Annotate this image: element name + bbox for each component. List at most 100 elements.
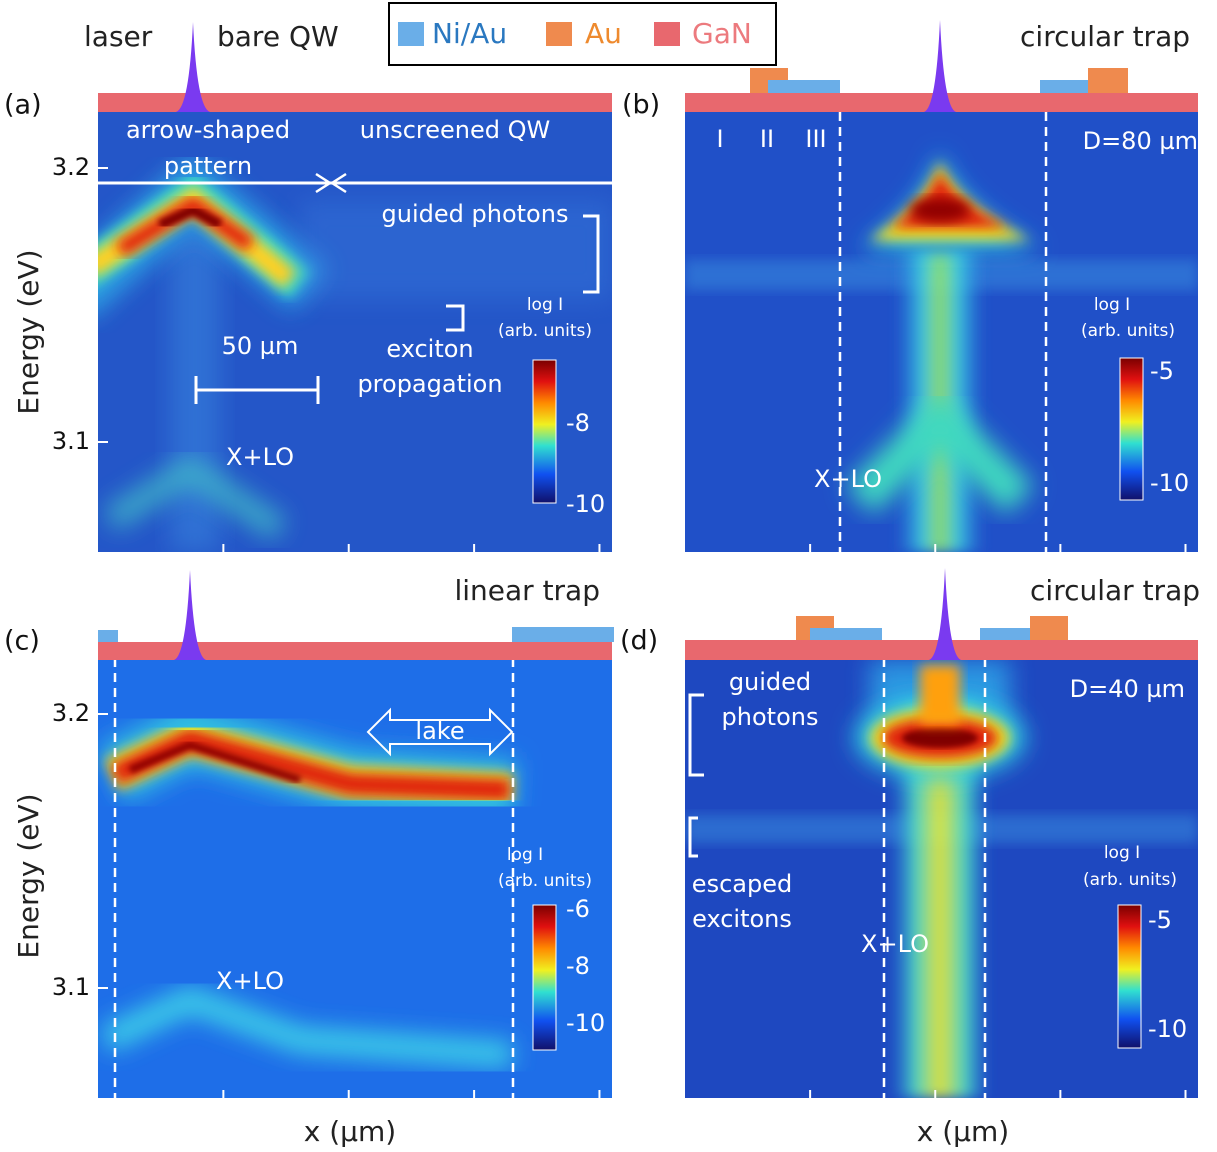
annotation: escaped bbox=[692, 870, 792, 898]
colorbar-tick: -5 bbox=[1148, 906, 1172, 934]
x-axis-label: x (µm) bbox=[917, 1115, 1009, 1148]
colorbar bbox=[532, 359, 557, 504]
colorbar-subtitle: (arb. units) bbox=[1081, 321, 1175, 341]
colorbar bbox=[1117, 904, 1142, 1049]
layer bbox=[512, 627, 614, 642]
spectrum-image bbox=[685, 112, 1198, 552]
layer bbox=[1030, 616, 1068, 640]
legend-label: Ni/Au bbox=[432, 17, 507, 50]
shape bbox=[128, 740, 302, 784]
colorbar bbox=[532, 904, 557, 1051]
shape bbox=[583, 214, 600, 294]
legend-label: Au bbox=[585, 17, 622, 50]
top-label: linear trap bbox=[454, 574, 600, 607]
annotation: guided bbox=[729, 668, 811, 696]
panel-label: (c) bbox=[4, 626, 40, 657]
colorbar-tick: -10 bbox=[566, 490, 605, 518]
colorbar-title: log I bbox=[1104, 843, 1140, 863]
y-tick-label: 3.1 bbox=[52, 427, 90, 455]
top-label: bare QW bbox=[217, 20, 339, 53]
laser-pulse bbox=[929, 568, 961, 660]
annotation: II bbox=[760, 125, 774, 153]
annotation: excitons bbox=[692, 905, 792, 933]
colorbar-tick: -10 bbox=[1148, 1015, 1187, 1043]
colorbar-subtitle: (arb. units) bbox=[498, 871, 592, 891]
laser-pulse bbox=[176, 22, 210, 112]
panel-label: (d) bbox=[620, 626, 658, 657]
annotation: D=40 µm bbox=[1070, 675, 1185, 703]
shape bbox=[688, 816, 698, 858]
annotation: exciton bbox=[386, 335, 473, 363]
shape bbox=[902, 728, 978, 748]
gan-layer bbox=[98, 642, 612, 660]
shape bbox=[103, 454, 288, 541]
panel-c: linear trap (c) lake X+LO log I (arb. un… bbox=[4, 570, 614, 1148]
layer bbox=[98, 630, 118, 642]
panel-a: laser bare QW (a) arrow-shaped pattern u… bbox=[4, 20, 612, 552]
legend-swatch bbox=[546, 22, 572, 46]
y-tick-label: 3.2 bbox=[52, 699, 90, 727]
panel-d: circular trap (d) guided photons escaped… bbox=[620, 568, 1200, 1148]
colorbar-tick: -5 bbox=[1150, 357, 1174, 385]
spectrum-image bbox=[685, 658, 1198, 1098]
colorbar-tick: -8 bbox=[566, 409, 590, 437]
annotation: unscreened QW bbox=[360, 116, 550, 144]
annotation: I bbox=[716, 125, 723, 153]
panel-b: circular trap (b) I II III D=80 µm X+LO … bbox=[622, 20, 1198, 552]
shape bbox=[845, 391, 1035, 515]
legend-swatch bbox=[654, 22, 680, 46]
gan-layer bbox=[98, 93, 612, 112]
colorbar-subtitle: (arb. units) bbox=[498, 321, 592, 341]
shape bbox=[366, 707, 514, 757]
layer bbox=[768, 80, 840, 93]
colorbar-title: log I bbox=[527, 295, 563, 315]
spectrum-image bbox=[98, 112, 612, 552]
y-tick-label: 3.2 bbox=[52, 153, 90, 181]
panel-label: (b) bbox=[622, 90, 660, 121]
annotation: X+LO bbox=[861, 930, 929, 958]
scale-label: 50 µm bbox=[222, 332, 299, 360]
y-axis-label: Energy (eV) bbox=[12, 793, 45, 958]
colorbar-tick: -6 bbox=[566, 895, 590, 923]
annotation: propagation bbox=[357, 370, 502, 398]
x-axis-label: x (µm) bbox=[304, 1115, 396, 1148]
colorbar-subtitle: (arb. units) bbox=[1083, 870, 1177, 890]
annotation: III bbox=[805, 125, 826, 153]
colorbar-tick: -10 bbox=[1150, 469, 1189, 497]
shape bbox=[315, 172, 347, 194]
top-label: laser bbox=[84, 20, 153, 53]
laser-pulse bbox=[924, 20, 956, 112]
shape bbox=[157, 204, 223, 230]
annotation: guided photons bbox=[382, 200, 569, 228]
annotation: arrow-shaped bbox=[126, 116, 290, 144]
shape bbox=[446, 304, 465, 332]
colorbar-title: log I bbox=[1094, 295, 1130, 315]
annotation: X+LO bbox=[226, 443, 294, 471]
legend-label: GaN bbox=[692, 17, 752, 50]
legend-swatch bbox=[398, 22, 424, 46]
laser-pulse bbox=[174, 570, 206, 660]
shape bbox=[688, 693, 704, 777]
layer bbox=[1088, 68, 1128, 93]
y-axis-label: Energy (eV) bbox=[12, 249, 45, 414]
annotation: X+LO bbox=[814, 465, 882, 493]
colorbar-tick: -10 bbox=[566, 1009, 605, 1037]
annotation: photons bbox=[722, 703, 819, 731]
shape bbox=[99, 985, 513, 1068]
legend-box bbox=[388, 2, 777, 66]
shape bbox=[194, 376, 320, 404]
annotation: X+LO bbox=[216, 967, 284, 995]
colorbar-title: log I bbox=[507, 845, 543, 865]
shape bbox=[910, 198, 970, 222]
layer bbox=[810, 628, 882, 640]
colorbar bbox=[1119, 357, 1144, 501]
top-label: circular trap bbox=[1030, 574, 1200, 607]
y-tick-label: 3.1 bbox=[52, 973, 90, 1001]
panel-label: (a) bbox=[4, 90, 42, 121]
layer bbox=[300, 200, 612, 300]
annotation: D=80 µm bbox=[1083, 127, 1198, 155]
legend: Ni/Au Au GaN bbox=[388, 2, 777, 66]
annotation: pattern bbox=[164, 152, 252, 180]
top-label: circular trap bbox=[1020, 20, 1190, 53]
